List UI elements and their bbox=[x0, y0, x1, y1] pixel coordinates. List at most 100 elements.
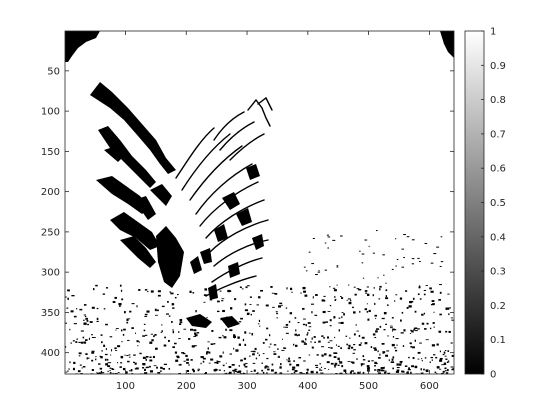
y-tick-label: 300 bbox=[41, 268, 60, 279]
speckle bbox=[103, 344, 106, 347]
speckle bbox=[384, 371, 387, 374]
speckle bbox=[217, 300, 220, 303]
speckle bbox=[87, 357, 90, 359]
colorbar-tick-label: 0.5 bbox=[490, 198, 506, 209]
speckle bbox=[328, 347, 330, 349]
speckle bbox=[221, 298, 225, 300]
speckle bbox=[417, 257, 420, 259]
speckle bbox=[154, 334, 157, 336]
x-tick-label: 600 bbox=[420, 381, 439, 392]
speckle bbox=[228, 365, 232, 369]
speckle bbox=[351, 361, 355, 364]
speckle bbox=[348, 284, 350, 286]
speckle bbox=[334, 299, 336, 302]
speckle bbox=[174, 296, 177, 299]
speckle bbox=[98, 372, 102, 374]
speckle bbox=[202, 360, 205, 363]
speckle bbox=[69, 361, 71, 364]
speckle bbox=[303, 266, 306, 268]
speckle bbox=[389, 325, 393, 327]
speckle bbox=[179, 321, 183, 324]
speckle bbox=[391, 330, 394, 332]
x-tick-label: 200 bbox=[177, 381, 196, 392]
speckle bbox=[382, 352, 384, 354]
speckle bbox=[196, 332, 200, 334]
speckle bbox=[302, 287, 305, 289]
speckle bbox=[252, 350, 256, 353]
speckle bbox=[85, 353, 88, 356]
speckle bbox=[440, 373, 444, 374]
speckle bbox=[174, 351, 177, 354]
ground-speckle bbox=[65, 230, 454, 374]
speckle bbox=[278, 305, 282, 308]
speckle bbox=[103, 308, 106, 310]
speckle bbox=[230, 325, 232, 327]
speckle bbox=[334, 299, 337, 301]
speckle bbox=[175, 359, 179, 362]
speckle bbox=[146, 366, 150, 368]
speckle bbox=[285, 326, 288, 328]
speckle bbox=[262, 342, 265, 344]
speckle bbox=[320, 372, 322, 374]
speckle bbox=[73, 361, 76, 365]
speckle bbox=[76, 308, 78, 310]
speckle bbox=[378, 373, 381, 374]
speckle bbox=[396, 344, 398, 346]
speckle bbox=[200, 356, 203, 358]
x-tick-label: 400 bbox=[298, 381, 317, 392]
speckle bbox=[408, 367, 410, 370]
speckle bbox=[315, 294, 318, 296]
speckle bbox=[285, 332, 289, 334]
speckle bbox=[338, 317, 341, 319]
speckle bbox=[322, 321, 326, 324]
speckle bbox=[404, 365, 408, 367]
speckle bbox=[68, 368, 70, 370]
speckle bbox=[345, 335, 348, 337]
speckle bbox=[217, 361, 221, 363]
speckle bbox=[106, 358, 109, 361]
speckle bbox=[324, 353, 327, 356]
speckle bbox=[142, 362, 146, 366]
speckle bbox=[451, 368, 454, 371]
speckle bbox=[101, 350, 103, 352]
speckle bbox=[372, 252, 375, 254]
speckle bbox=[296, 334, 298, 337]
speckle bbox=[188, 338, 191, 340]
speckle bbox=[350, 299, 352, 302]
speckle bbox=[205, 372, 207, 374]
speckle bbox=[352, 352, 356, 354]
speckle bbox=[395, 294, 398, 296]
speckle bbox=[257, 323, 260, 325]
speckle bbox=[144, 372, 148, 374]
speckle bbox=[305, 323, 307, 327]
speckle bbox=[99, 355, 101, 358]
speckle bbox=[421, 360, 423, 362]
speckle bbox=[119, 284, 122, 287]
speckle bbox=[160, 331, 162, 333]
speckle bbox=[249, 304, 252, 305]
speckle bbox=[252, 310, 255, 312]
speckle bbox=[314, 274, 318, 276]
speckle bbox=[296, 364, 300, 367]
speckle bbox=[143, 323, 146, 325]
speckle bbox=[95, 358, 97, 361]
speckle bbox=[303, 360, 306, 362]
speckle bbox=[325, 321, 329, 323]
speckle bbox=[192, 292, 195, 294]
speckle bbox=[319, 363, 322, 365]
colorbar-tick-label: 0 bbox=[490, 370, 496, 381]
speckle bbox=[433, 253, 437, 255]
speckle bbox=[281, 304, 283, 306]
speckle bbox=[219, 290, 222, 292]
speckle bbox=[391, 317, 394, 319]
speckle bbox=[294, 333, 298, 336]
speckle bbox=[324, 368, 326, 370]
speckle bbox=[339, 361, 343, 364]
speckle bbox=[96, 321, 99, 323]
speckle bbox=[99, 367, 103, 370]
speckle bbox=[118, 302, 122, 306]
speckle bbox=[320, 366, 323, 368]
speckle bbox=[372, 333, 376, 336]
speckle bbox=[201, 356, 204, 359]
speckle bbox=[385, 323, 388, 325]
